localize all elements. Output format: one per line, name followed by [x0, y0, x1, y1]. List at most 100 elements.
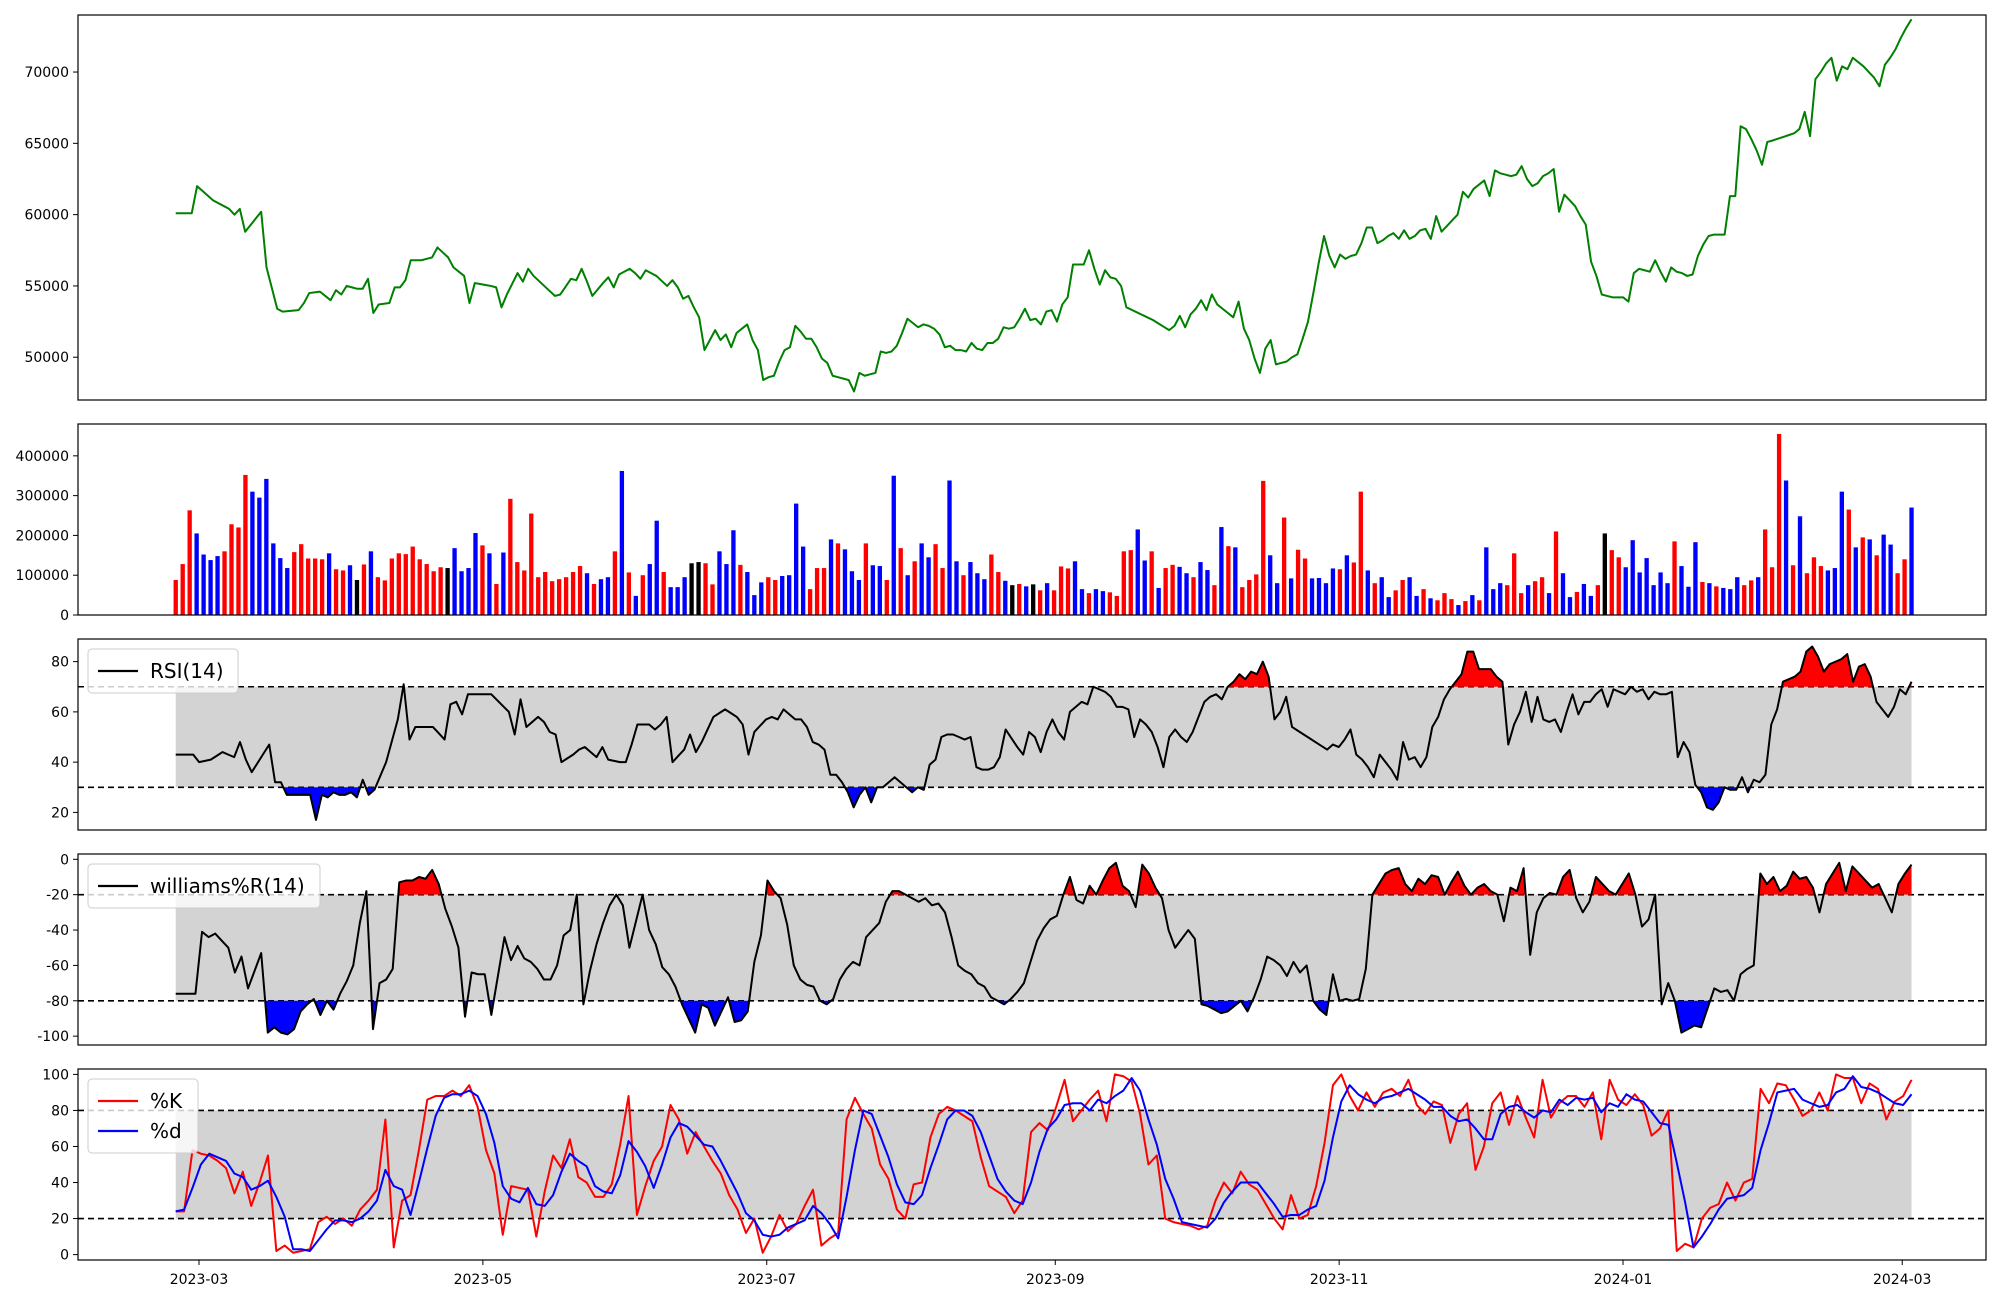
- volume-bar: [1512, 553, 1517, 615]
- price-panel: 50000 55000 60000 65000 70000: [24, 14, 1987, 401]
- williams-oversold-fill: [314, 1000, 338, 1015]
- rsi-plot-area: [175, 645, 1913, 821]
- williams-overbought-fill: [1063, 876, 1075, 895]
- volume-bar: [814, 568, 820, 615]
- volume-bar: [1254, 574, 1259, 615]
- volume-ytick-label: 400000: [16, 449, 69, 465]
- volume-bar: [787, 575, 792, 615]
- volume-bar: [1881, 534, 1886, 615]
- volume-bar: [1525, 585, 1531, 615]
- stochastic-panel: 0 20 40 60 80 100 %K %d: [42, 1067, 1987, 1264]
- volume-bar: [675, 587, 680, 615]
- volume-bar: [1316, 577, 1322, 615]
- volume-bar: [1247, 579, 1252, 615]
- x-tick-label: 2023-09: [1026, 1272, 1085, 1288]
- stochastic-legend-label: %K: [150, 1089, 183, 1113]
- volume-bar: [961, 575, 966, 615]
- volume-bar: [1344, 555, 1350, 615]
- volume-bar: [863, 543, 869, 615]
- volume-bar: [1888, 544, 1893, 615]
- rsi-line-0: [175, 645, 1913, 821]
- volume-bar: [849, 571, 855, 615]
- volume-bar: [1435, 600, 1440, 615]
- volume-bar: [452, 548, 457, 615]
- volume-bar: [1233, 547, 1238, 615]
- volume-bar: [187, 510, 192, 615]
- williams-overbought-fill: [398, 869, 442, 895]
- volume-bar: [905, 575, 910, 615]
- volume-bar: [396, 553, 401, 615]
- volume-bar: [1449, 599, 1454, 615]
- volume-bar: [989, 554, 994, 615]
- x-tick-label: 2024-01: [1594, 1272, 1653, 1288]
- volume-bar: [619, 470, 625, 615]
- volume-bar: [1093, 589, 1099, 615]
- volume-bar: [773, 579, 778, 615]
- volume-bar: [1783, 480, 1789, 615]
- volume-bar: [1477, 600, 1482, 615]
- volume-bar: [431, 571, 436, 615]
- volume-bar: [996, 572, 1001, 615]
- volume-bar: [194, 533, 199, 615]
- volume-bar: [1867, 539, 1872, 615]
- volume-bar: [1728, 589, 1733, 615]
- volume-bar: [1268, 555, 1273, 615]
- volume-bar: [800, 546, 806, 615]
- volume-bar: [856, 579, 862, 615]
- volume-bar: [1386, 597, 1391, 615]
- williams-line-0: [175, 861, 1913, 1036]
- volume-bar: [1414, 595, 1419, 615]
- volume-bar: [1532, 581, 1538, 615]
- volume-bar: [271, 543, 276, 615]
- williams-overbought-fill: [1372, 868, 1498, 895]
- volume-bar: [633, 595, 638, 615]
- volume-bar: [1393, 590, 1398, 615]
- volume-bar: [1170, 564, 1175, 615]
- volume-bar: [438, 567, 443, 615]
- williams-neutral-band: [175, 894, 1912, 1001]
- rsi-oversold-fill: [283, 787, 361, 820]
- volume-bar: [682, 577, 687, 615]
- volume-bar: [1776, 433, 1782, 615]
- volume-bar: [731, 530, 736, 615]
- price-ytick-label: 55000: [24, 279, 69, 295]
- volume-bar: [1735, 577, 1740, 615]
- rsi-oversold-fill: [844, 787, 883, 808]
- williams-ytick-label: -60: [46, 958, 69, 974]
- volume-ytick-label: 0: [60, 608, 69, 624]
- volume-bar: [647, 564, 652, 615]
- volume-bar: [668, 587, 673, 615]
- volume-ytick-label: 300000: [16, 489, 69, 505]
- volume-bar: [264, 478, 269, 615]
- volume-bar: [821, 568, 827, 615]
- volume-bar: [278, 558, 283, 615]
- volume-bar: [1505, 585, 1510, 615]
- volume-bar: [417, 559, 422, 615]
- volume-frame: [77, 423, 1987, 616]
- volume-bar: [466, 568, 471, 615]
- x-tick-label: 2023-03: [170, 1272, 229, 1288]
- price-line: [175, 18, 1913, 393]
- williams-ytick-label: -100: [37, 1029, 69, 1045]
- volume-bar: [1051, 590, 1057, 615]
- volume-bar: [1811, 557, 1817, 615]
- volume-bar: [877, 566, 882, 615]
- volume-bar: [1546, 593, 1552, 615]
- volume-bar: [1846, 509, 1851, 615]
- volume-bar: [215, 556, 220, 615]
- volume-bar: [898, 548, 903, 615]
- volume-bar: [1721, 587, 1726, 615]
- volume-bar: [1553, 531, 1559, 615]
- volume-bar: [1623, 567, 1628, 615]
- williams-ytick-label: 0: [60, 852, 69, 868]
- volume-bar: [368, 551, 374, 615]
- volume-bar: [975, 573, 980, 615]
- volume-bar: [236, 527, 241, 615]
- volume-bar: [891, 475, 896, 615]
- volume-bar: [1295, 549, 1301, 615]
- volume-bar: [1456, 605, 1461, 615]
- volume-bar: [1539, 577, 1545, 615]
- volume-bar: [1762, 529, 1768, 615]
- volume-bar: [1003, 580, 1008, 615]
- volume-bar: [1909, 507, 1914, 615]
